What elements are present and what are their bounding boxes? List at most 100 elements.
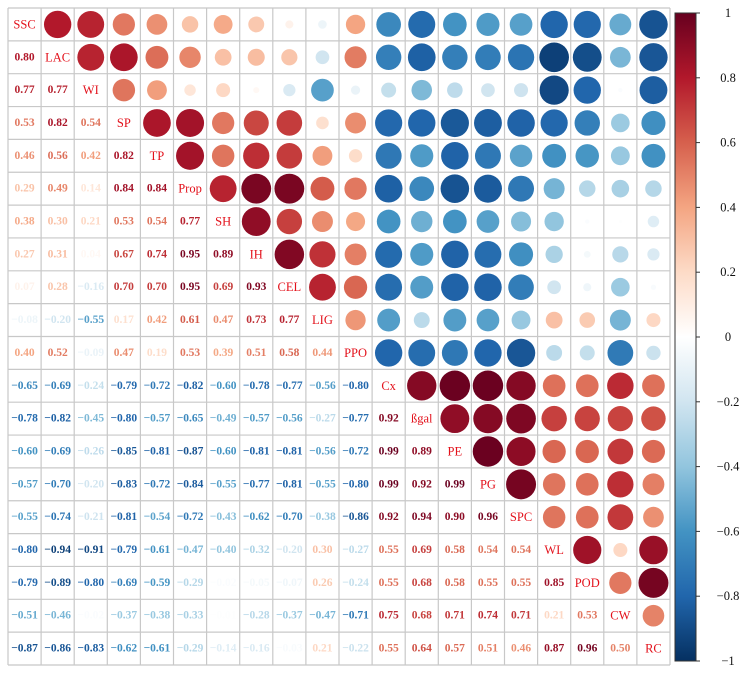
coef-label-rc-cw: 0.50 — [610, 643, 630, 655]
coef-label-wl-pg: 0.54 — [478, 544, 498, 556]
diagonal-label-pg: PG — [480, 477, 496, 491]
corr-circle-sh-cx — [376, 209, 401, 234]
coef-label-rc-lac: −0.86 — [44, 643, 71, 655]
diagonal-label-ppo: PPO — [344, 346, 367, 360]
coef-label-wl-tp: −0.61 — [144, 544, 171, 556]
coef-label-sp-lac: 0.82 — [48, 117, 68, 129]
corr-circle-sp-cel — [276, 110, 303, 136]
corr-circle-lac-sh — [214, 48, 232, 66]
corr-circle-sp--gal — [408, 109, 436, 137]
corr-circle-ppo-spc — [506, 338, 536, 368]
coef-label-pod-wi: −0.80 — [77, 577, 104, 589]
corr-circle-cx-pod — [575, 374, 599, 398]
coef-label-wl-sp: −0.79 — [111, 544, 138, 556]
corr-circle-lac-wi — [77, 43, 105, 71]
corr-circle-lac-ih — [247, 48, 265, 66]
corr-circle-ssc-spc — [509, 13, 533, 36]
diagonal-label-tp: TP — [150, 149, 165, 163]
diagonal-label-spc: SPC — [510, 510, 532, 524]
corr-circle-ppo-rc — [646, 345, 661, 361]
corr-circle-wi-ih — [253, 87, 260, 94]
coef-label-wl-prop: −0.47 — [177, 544, 204, 556]
corr-circle-tp-pg — [474, 142, 501, 169]
corr-circle-cel-lig — [309, 273, 336, 301]
corr-circle-ih-spc — [509, 242, 534, 267]
coef-label-pe-ppo: −0.72 — [342, 445, 369, 457]
coef-label-cw-pod: 0.53 — [577, 610, 597, 622]
coef-label-pe-cel: −0.81 — [276, 445, 303, 457]
coef-label--gal-prop: −0.65 — [177, 413, 204, 425]
coef-label-pod-ssc: −0.79 — [11, 577, 38, 589]
corr-circle-sh-pod — [585, 219, 590, 224]
corr-circle-tp-cx — [375, 142, 402, 169]
coef-label-spc-lig: −0.38 — [309, 511, 336, 523]
corr-circle-lac-spc — [507, 44, 535, 71]
corr-circle-cx-pe — [439, 370, 471, 401]
corr-circle-wi-ppo — [350, 85, 361, 95]
corr-circle-sp-prop — [176, 108, 205, 137]
corr-circle-ppo-cw — [607, 340, 634, 366]
diagonal-label-sp: SP — [117, 116, 131, 130]
coef-label--gal-ssc: −0.78 — [11, 413, 38, 425]
coef-label-pg-cel: −0.81 — [276, 478, 303, 490]
corr-circle-lig-pg — [476, 308, 500, 332]
coef-label-pe-lig: −0.56 — [309, 445, 336, 457]
corr-circle--gal-pe — [440, 404, 470, 434]
coef-label-ih-sp: 0.67 — [114, 248, 134, 260]
corr-circle-cel-pe — [441, 273, 469, 301]
corr-circle-wi--gal — [411, 79, 433, 101]
coef-label-pod-cel: −0.07 — [276, 577, 303, 589]
corr-circle-prop-pod — [579, 180, 596, 197]
corr-circle-prop-cx — [374, 174, 403, 203]
coef-label-lac-ssc: 0.80 — [14, 51, 34, 63]
corr-circle-ssc-sp — [112, 13, 135, 36]
coef-label-cel-prop: 0.95 — [180, 281, 200, 293]
corr-circle-tp-spc — [509, 144, 533, 168]
corr-circle-ssc-lig — [318, 20, 327, 29]
coef-label-ih-sh: 0.89 — [213, 248, 233, 260]
corr-circle-cel-pod — [583, 283, 592, 292]
corr-circle-ih-pod — [583, 250, 591, 258]
coef-label-lig-wi: −0.55 — [77, 314, 104, 326]
diagonal-label-prop: Prop — [178, 182, 202, 196]
coef-label-pod-pe: 0.58 — [445, 577, 465, 589]
corr-circle-pg-cw — [607, 471, 634, 498]
corr-circle-cx--gal — [407, 371, 437, 401]
corr-circle-ssc-pg — [476, 12, 500, 36]
corr-circle-cx-spc — [506, 371, 536, 401]
corr-circle-lig-ppo — [345, 309, 366, 331]
corr-circle-lig-cx — [377, 308, 401, 332]
coef-label-tp-lac: 0.56 — [48, 150, 68, 162]
corr-circle-ih-rc — [647, 248, 660, 261]
coef-label-wl-ssc: −0.80 — [11, 544, 38, 556]
diagonal-label-cx: Cx — [381, 379, 396, 393]
corr-circle-ssc-rc — [639, 10, 668, 39]
coef-label--gal-ppo: −0.77 — [342, 413, 369, 425]
corr-circle-prop-cw — [611, 179, 630, 198]
coef-label-cx-lig: −0.56 — [309, 380, 336, 392]
coef-label-pe-sh: −0.60 — [210, 445, 237, 457]
colorbar-tick-label: 0.4 — [720, 200, 736, 214]
coef-label--gal-sp: −0.80 — [111, 413, 138, 425]
coef-label-pod-pg: 0.55 — [478, 577, 498, 589]
coef-label-lig-ih: 0.73 — [246, 314, 266, 326]
diagonal-label-lac: LAC — [45, 50, 70, 64]
colorbar-tick-label: −0.6 — [717, 524, 740, 538]
coef-label-pg--gal: 0.92 — [412, 478, 432, 490]
corr-circle-wi-pg — [481, 83, 495, 97]
corr-circle-tp-ih — [243, 142, 270, 169]
corr-circle-sp-ppo — [345, 112, 367, 134]
coef-label-spc-wi: −0.21 — [77, 511, 104, 523]
colorbar — [674, 12, 697, 662]
coef-label-ppo-prop: 0.53 — [180, 347, 200, 359]
corr-circle-sp-tp — [143, 109, 171, 137]
corr-circle-wi-lig — [311, 78, 334, 102]
coef-label-cel-tp: 0.70 — [147, 281, 167, 293]
coef-label-sh-prop: 0.77 — [180, 216, 200, 228]
corr-circle-prop--gal — [409, 176, 435, 202]
coef-label-cel-sp: 0.70 — [114, 281, 134, 293]
corr-circle-sp-pe — [440, 108, 469, 138]
corr-circle-ssc-ih — [248, 16, 265, 33]
corr-circle-sh-ppo — [345, 211, 366, 232]
coef-label-cw-tp: −0.38 — [144, 610, 171, 622]
